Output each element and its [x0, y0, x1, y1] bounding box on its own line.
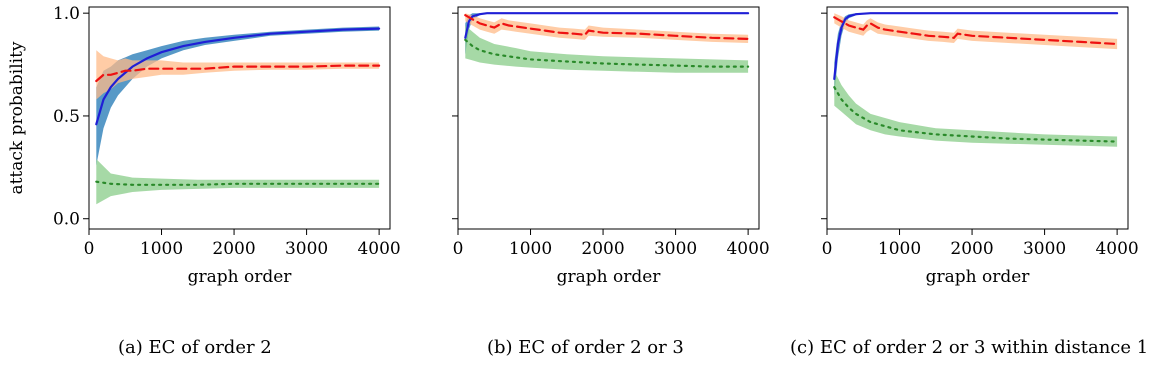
- panel-1-band-dotted: [96, 159, 380, 205]
- y-axis-label: attack probability: [7, 41, 27, 194]
- x-tick-label: 1000: [878, 239, 921, 259]
- panel-1-line-solid: [95, 27, 381, 126]
- panel-1-line-dashed: [95, 64, 381, 83]
- x-tick-label: 2000: [581, 239, 624, 259]
- x-tick-label: 1000: [140, 239, 183, 259]
- caption-b: (b) EC of order 2 or 3: [487, 337, 684, 358]
- panel-1-band-solid: [96, 26, 380, 166]
- chart-canvas: 0 1000 2000 3000 4000 0.0 0.5 1.0 graph order att…: [7, 4, 1139, 287]
- panel-2: 0 1000 2000 3000 4000 graph order: [452, 6, 770, 287]
- panel-2-frame: [457, 6, 760, 230]
- panel-1-line-dotted: [95, 180, 381, 186]
- caption-c: (c) EC of order 2 or 3 within distance 1: [790, 337, 1149, 358]
- panel-2-line-dotted: [464, 38, 750, 68]
- x-tick-label: 0: [84, 239, 95, 259]
- x-tick-label: 3000: [285, 239, 328, 259]
- x-tick-label: 3000: [654, 239, 697, 259]
- x-tick-label: 0: [453, 239, 464, 259]
- panel-2-line-dashed: [464, 14, 750, 40]
- x-axis-label: graph order: [926, 267, 1031, 287]
- x-tick-label: 1000: [509, 239, 552, 259]
- panel-3-line-dotted: [833, 86, 1119, 143]
- panel-3-frame: [826, 6, 1129, 230]
- panel-3-line-dashed: [833, 16, 1119, 46]
- caption-a: (a) EC of order 2: [118, 337, 272, 358]
- panel-3-band-dotted: [834, 70, 1118, 147]
- x-tick-label: 2000: [212, 239, 255, 259]
- y-tick-label: 1.0: [53, 4, 80, 24]
- x-tick-label: 2000: [950, 239, 993, 259]
- x-tick-label: 4000: [1095, 239, 1138, 259]
- y-tick-label: 0.0: [53, 210, 80, 230]
- panel-2-band-dashed: [465, 13, 749, 43]
- x-tick-label: 3000: [1023, 239, 1066, 259]
- x-axis-label: graph order: [557, 267, 662, 287]
- x-axis-label: graph order: [188, 267, 293, 287]
- x-tick-label: 0: [822, 239, 833, 259]
- panel-3-line-solid: [833, 12, 1119, 80]
- panel-1-frame: [88, 6, 391, 230]
- panel-3: 0 1000 2000 3000 4000 graph order: [821, 6, 1139, 287]
- panel-1-band-dashed: [96, 50, 380, 100]
- panel-2-band-dotted: [465, 25, 749, 73]
- panel-1: 0 1000 2000 3000 4000 0.0 0.5 1.0 graph order att…: [7, 4, 401, 287]
- x-tick-label: 4000: [726, 239, 769, 259]
- x-tick-label: 4000: [357, 239, 400, 259]
- panel-3-band-dashed: [834, 13, 1118, 50]
- y-tick-label: 0.5: [53, 107, 80, 127]
